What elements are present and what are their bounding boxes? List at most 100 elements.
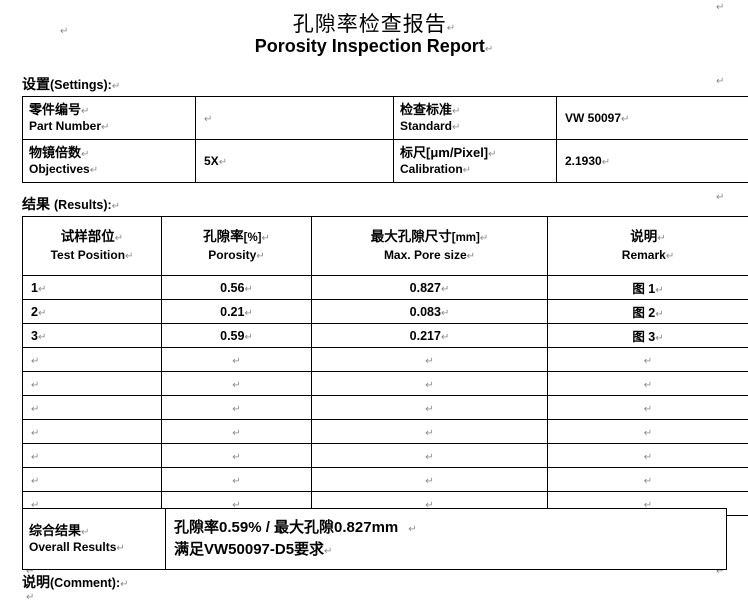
cell-max-pore-size[interactable]: 0.083↵	[312, 300, 548, 324]
cell-test-position[interactable]: ↵	[23, 468, 162, 492]
cell-test-position[interactable]: ↵	[23, 444, 162, 468]
pilcrow-icon: ↵	[655, 333, 663, 344]
cell-remark[interactable]: ↵	[548, 396, 748, 420]
cell-remark[interactable]: 图 2↵	[548, 300, 748, 324]
cell-porosity[interactable]: ↵	[162, 444, 312, 468]
pilcrow-icon: ↵	[204, 114, 212, 125]
cell-remark[interactable]: 图 3↵	[548, 324, 748, 348]
comment-label-en: (Comment):	[50, 576, 120, 590]
overall-results-value[interactable]: 孔隙率0.59% / 最大孔隙0.827mm↵ 满足VW50097-D5要求↵	[166, 509, 727, 570]
page-title-en-text: Porosity Inspection Report	[255, 36, 485, 56]
settings-value-standard[interactable]: VW 50097↵	[557, 97, 748, 140]
settings-value-part-number[interactable]: ↵	[196, 97, 394, 140]
cell-text: 0.083	[410, 305, 441, 319]
pilcrow-icon: ↵	[81, 106, 89, 117]
pilcrow-icon: ↵	[262, 233, 270, 244]
table-row-empty: ↵ ↵ ↵ ↵	[23, 420, 748, 444]
settings-value-objectives[interactable]: 5X↵	[196, 140, 394, 183]
cell-max-pore-size[interactable]: ↵	[312, 420, 548, 444]
header-cn-text: 最大孔隙尺寸	[371, 229, 452, 244]
cell-max-pore-size[interactable]: ↵	[312, 372, 548, 396]
cell-test-position[interactable]: 2↵	[23, 300, 162, 324]
settings-label-cn-text: 零件编号	[29, 102, 81, 117]
pilcrow-icon: ↵	[666, 251, 674, 262]
pilcrow-icon: ↵	[120, 579, 128, 590]
pilcrow-icon: ↵	[31, 428, 39, 439]
cell-porosity[interactable]: ↵	[162, 348, 312, 372]
cell-remark[interactable]: ↵	[548, 444, 748, 468]
header-cn-text: 试样部位	[61, 229, 115, 244]
table-row: 物镜倍数↵ Objectives↵ 5X↵ 标尺[μm/Pixel]↵ Cali…	[23, 140, 748, 183]
settings-section-label: 设置(Settings):↵	[22, 74, 120, 94]
cell-porosity[interactable]: 0.21↵	[162, 300, 312, 324]
pilcrow-icon: ↵	[425, 404, 433, 415]
header-cn-text: 说明	[630, 229, 657, 244]
cell-remark[interactable]: ↵	[548, 372, 748, 396]
table-row: 3↵ 0.59↵ 0.217↵ 图 3↵	[23, 324, 748, 348]
pilcrow-icon: ↵	[38, 284, 46, 295]
table-row: 1↵ 0.56↵ 0.827↵ 图 1↵	[23, 276, 748, 300]
cell-porosity[interactable]: 0.56↵	[162, 276, 312, 300]
cell-test-position[interactable]: 3↵	[23, 324, 162, 348]
pilcrow-icon: ↵	[488, 149, 496, 160]
settings-row-label-objectives: 物镜倍数↵ Objectives↵	[23, 140, 196, 183]
pilcrow-icon: ↵	[441, 308, 449, 319]
cell-max-pore-size[interactable]: ↵	[312, 444, 548, 468]
page-title-en: Porosity Inspection Report↵	[0, 36, 748, 57]
settings-value-calibration[interactable]: 2.1930↵	[557, 140, 748, 183]
cell-text: 1	[31, 281, 38, 295]
pilcrow-icon: ↵	[602, 157, 610, 168]
cell-remark[interactable]: ↵	[548, 348, 748, 372]
table-row-empty: ↵ ↵ ↵ ↵	[23, 444, 748, 468]
cell-test-position[interactable]: ↵	[23, 372, 162, 396]
cell-max-pore-size[interactable]: ↵	[312, 396, 548, 420]
cell-max-pore-size[interactable]: ↵	[312, 348, 548, 372]
pilcrow-icon: ↵	[112, 201, 120, 212]
cell-text: 2	[31, 305, 38, 319]
cell-porosity[interactable]: 0.59↵	[162, 324, 312, 348]
pilcrow-icon: ↵	[716, 192, 724, 203]
pilcrow-icon: ↵	[644, 356, 652, 367]
table-row-empty: ↵ ↵ ↵ ↵	[23, 348, 748, 372]
cell-test-position[interactable]: ↵	[23, 396, 162, 420]
cell-remark[interactable]: ↵	[548, 420, 748, 444]
cell-test-position[interactable]: 1↵	[23, 276, 162, 300]
page-title-cn-text: 孔隙率检查报告	[293, 12, 447, 36]
cell-porosity[interactable]: ↵	[162, 372, 312, 396]
pilcrow-icon: ↵	[125, 251, 133, 262]
cell-text: 0.21	[220, 305, 244, 319]
pilcrow-icon: ↵	[467, 251, 475, 262]
cell-porosity[interactable]: ↵	[162, 396, 312, 420]
settings-label-en-text: Objectives	[29, 162, 90, 176]
cell-test-position[interactable]: ↵	[23, 348, 162, 372]
cell-remark[interactable]: 图 1↵	[548, 276, 748, 300]
pilcrow-icon: ↵	[398, 524, 416, 535]
pilcrow-icon: ↵	[244, 332, 252, 343]
settings-label-cn-text: 标尺[μm/Pixel]	[400, 145, 488, 160]
settings-label-cn-text: 检查标准	[400, 102, 452, 117]
cell-test-position[interactable]: ↵	[23, 420, 162, 444]
header-unit-text: [mm]	[452, 232, 480, 244]
cell-text: 0.59	[220, 329, 244, 343]
pilcrow-icon: ↵	[716, 2, 724, 13]
settings-label-en: (Settings):	[50, 78, 112, 92]
pilcrow-icon: ↵	[38, 308, 46, 319]
pilcrow-icon: ↵	[90, 165, 98, 176]
cell-max-pore-size[interactable]: 0.217↵	[312, 324, 548, 348]
cell-remark[interactable]: ↵	[548, 468, 748, 492]
pilcrow-icon: ↵	[31, 404, 39, 415]
settings-label-en-text: Part Number	[29, 119, 101, 133]
pilcrow-icon: ↵	[621, 114, 629, 125]
cell-max-pore-size[interactable]: 0.827↵	[312, 276, 548, 300]
pilcrow-icon: ↵	[463, 165, 471, 176]
cell-porosity[interactable]: ↵	[162, 468, 312, 492]
cell-max-pore-size[interactable]: ↵	[312, 468, 548, 492]
settings-value-text: VW 50097	[565, 111, 621, 125]
header-en-text: Porosity	[208, 248, 256, 262]
table-row: 2↵ 0.21↵ 0.083↵ 图 2↵	[23, 300, 748, 324]
settings-row-label-calibration: 标尺[μm/Pixel]↵ Calibration↵	[394, 140, 557, 183]
pilcrow-icon: ↵	[485, 44, 493, 55]
cell-porosity[interactable]: ↵	[162, 420, 312, 444]
pilcrow-icon: ↵	[244, 308, 252, 319]
